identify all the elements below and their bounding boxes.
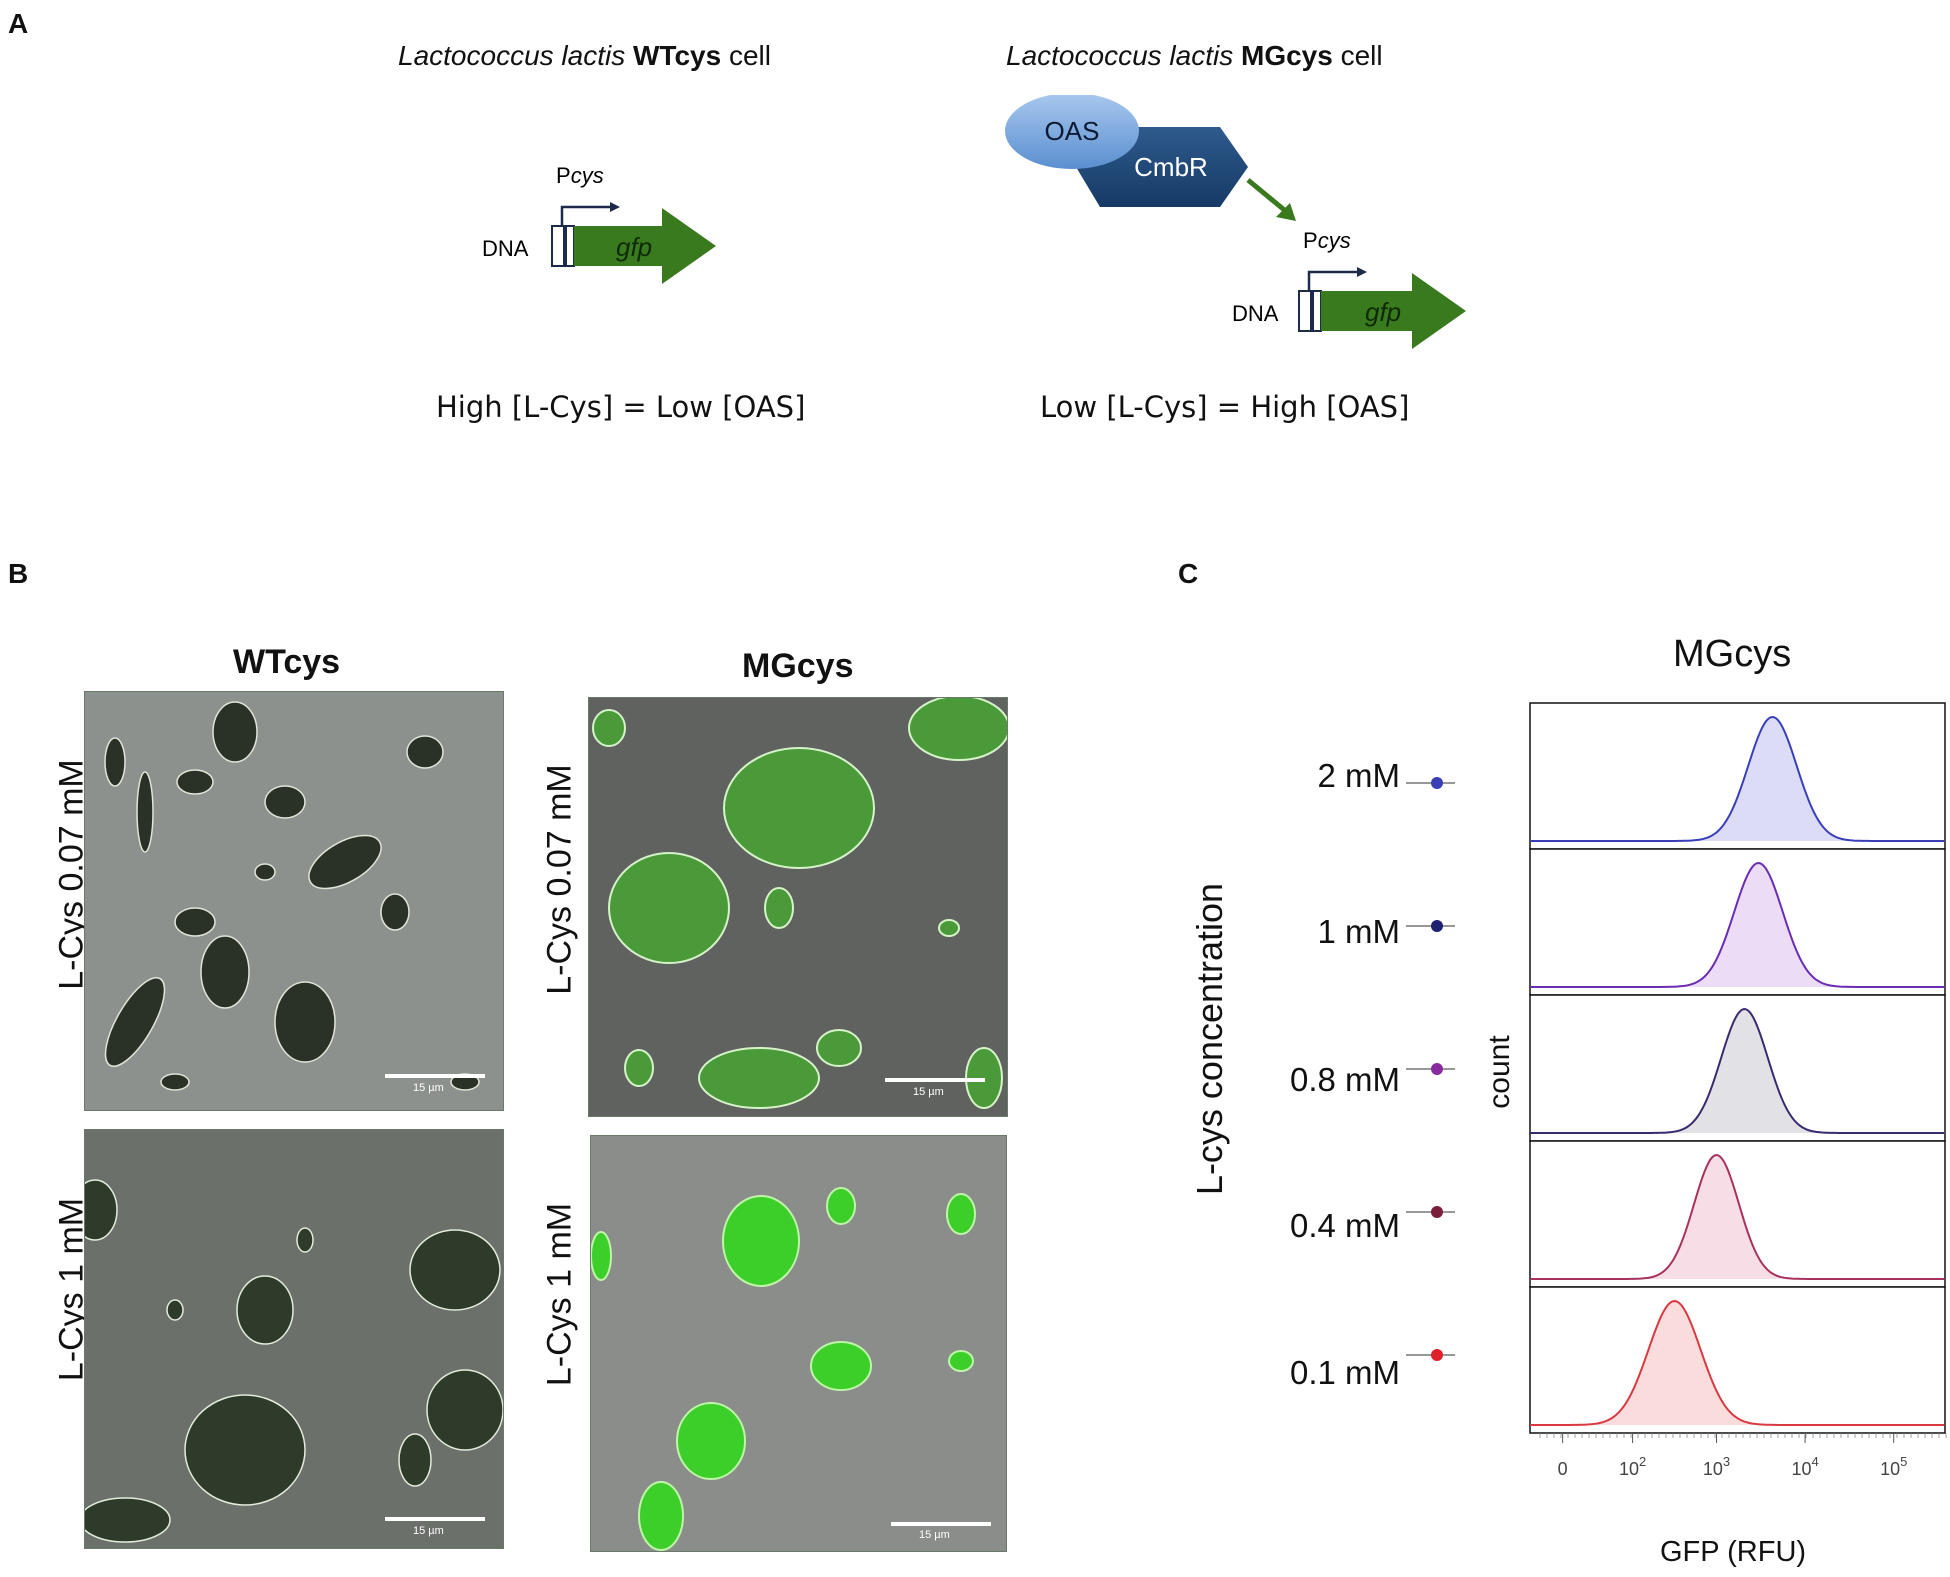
conc-row-3: 0.4 mM bbox=[1240, 1207, 1400, 1245]
activation-arrowhead bbox=[1276, 203, 1296, 221]
histogram-line-3 bbox=[1530, 1153, 1944, 1280]
micrograph-wt-low: 15 µm bbox=[84, 691, 504, 1111]
x-tick-label-0: 0 bbox=[1558, 1459, 1568, 1479]
wt-cell-title: Lactococcus lactis WTcys cell bbox=[398, 40, 771, 72]
conc-row-1: 1 mM bbox=[1240, 913, 1401, 951]
micrograph-mg-high: 15 µm bbox=[590, 1135, 1007, 1552]
conc-label-3: 0.4 mM bbox=[1289, 1207, 1400, 1244]
wt-dna-box-2 bbox=[565, 225, 575, 267]
mg-cell-title: Lactococcus lactis MGcys cell bbox=[1006, 40, 1383, 72]
histogram-fill-2 bbox=[1530, 1009, 1945, 1133]
legend-dot-2 bbox=[1431, 1063, 1443, 1075]
x-tick-label-2: 103 bbox=[1703, 1454, 1730, 1479]
micrograph-wt-low-cells bbox=[104, 701, 480, 1091]
scale-bar-label: 15 µm bbox=[919, 1529, 950, 1541]
histogram-line-0 bbox=[1530, 715, 1944, 842]
scale-bar-label: 15 µm bbox=[913, 1086, 944, 1098]
micrograph-mg-high-cells bbox=[591, 1187, 976, 1551]
conc-label-0: 2 mM bbox=[1317, 757, 1401, 794]
mg-dna-box bbox=[1298, 290, 1312, 332]
histogram-chart: 0 102 103 104 105 bbox=[1406, 702, 1947, 1479]
mg-gfp-arrow bbox=[1321, 273, 1466, 349]
micrograph-mg-low: 15 µm bbox=[588, 697, 1008, 1117]
oas-molecule bbox=[1005, 95, 1139, 169]
histogram-line-4 bbox=[1530, 1299, 1944, 1426]
scale-bar-label: 15 µm bbox=[413, 1082, 444, 1094]
mg-equation: Low [L-Cys] = High [OAS] bbox=[1040, 390, 1410, 424]
x-tick-label-1: 102 bbox=[1619, 1454, 1646, 1479]
activation-arrow bbox=[1246, 178, 1290, 215]
mg-dna-box-2 bbox=[1312, 290, 1322, 332]
conc-row-0: 2 mM bbox=[1240, 757, 1401, 795]
conc-label-4: 0.1 mM bbox=[1289, 1354, 1400, 1391]
wt-gene-construct: Pcys DNA gfp bbox=[482, 163, 716, 284]
y-axis-label: L-cys concentration bbox=[1189, 882, 1230, 1196]
x-axis-label: GFP (RFU) bbox=[1660, 1536, 1807, 1568]
histogram-fill-0 bbox=[1530, 717, 1945, 841]
scale-bar-label: 15 µm bbox=[413, 1525, 444, 1537]
wt-strain: WTcys bbox=[633, 40, 722, 71]
wt-species: Lactococcus lactis bbox=[398, 40, 626, 71]
col-head-mgcys: MGcys bbox=[742, 647, 854, 685]
legend-dot-3 bbox=[1431, 1206, 1443, 1218]
legend-dot-0 bbox=[1431, 777, 1443, 789]
panel-label-b: B bbox=[8, 558, 29, 589]
histogram-fill-4 bbox=[1530, 1301, 1945, 1425]
histogram-line-2 bbox=[1530, 1007, 1944, 1134]
conc-label-1: 1 mM bbox=[1317, 913, 1401, 950]
wt-gfp-label: gfp bbox=[616, 232, 652, 262]
micrograph-wt-high: 15 µm bbox=[84, 1129, 504, 1549]
mg-promoter-label: Pcys bbox=[1303, 228, 1351, 253]
legend-dot-1 bbox=[1431, 920, 1443, 932]
wt-equation: High [L-Cys] = Low [OAS] bbox=[436, 390, 806, 424]
panel-label-a: A bbox=[8, 8, 29, 39]
scale-bar bbox=[385, 1074, 485, 1078]
wt-promoter-label: Pcys bbox=[556, 163, 604, 188]
row-label-mg-1: L-Cys 1 mM bbox=[540, 1202, 579, 1387]
x-tick-label-3: 104 bbox=[1791, 1454, 1818, 1479]
mg-gfp-label: gfp bbox=[1365, 297, 1401, 327]
scale-bar bbox=[891, 1522, 991, 1526]
wt-suffix: cell bbox=[728, 40, 771, 71]
micrograph-wt-high-cells bbox=[85, 1179, 503, 1543]
histogram-fill-3 bbox=[1530, 1155, 1945, 1279]
micrograph-mg-low-cells bbox=[592, 698, 1007, 1109]
wt-promoter-arrowhead bbox=[610, 202, 620, 212]
mg-promoter-arrowhead bbox=[1357, 267, 1367, 277]
wt-dna-label: DNA bbox=[482, 236, 529, 261]
histogram-panel-4 bbox=[1529, 1286, 1946, 1434]
histogram-line-1 bbox=[1530, 861, 1944, 988]
scale-bar bbox=[385, 1517, 485, 1521]
chart-title: MGcys bbox=[1673, 633, 1792, 675]
wt-dna-box bbox=[551, 225, 565, 267]
mg-regulation-diagram: OAS CmbR Pcys DNA gfp bbox=[1005, 95, 1466, 349]
row-label-mg-007: L-Cys 0.07 mM bbox=[540, 764, 579, 995]
x-tick-label-4: 105 bbox=[1880, 1454, 1907, 1479]
oas-label: OAS bbox=[1045, 116, 1100, 146]
mg-dna-label: DNA bbox=[1232, 301, 1279, 326]
mg-suffix: cell bbox=[1340, 40, 1383, 71]
mg-strain: MGcys bbox=[1241, 40, 1333, 71]
conc-label-2: 0.8 mM bbox=[1289, 1061, 1400, 1098]
conc-row-2: 0.8 mM bbox=[1240, 1061, 1400, 1099]
conc-row-4: 0.1 mM bbox=[1240, 1354, 1400, 1392]
col-head-wtcys: WTcys bbox=[233, 643, 341, 681]
legend-dot-4 bbox=[1431, 1349, 1443, 1361]
scale-bar bbox=[885, 1078, 985, 1082]
mg-species: Lactococcus lactis bbox=[1006, 40, 1234, 71]
histogram-fill-1 bbox=[1530, 863, 1945, 987]
panel-label-c: C bbox=[1178, 558, 1199, 589]
wt-gfp-arrow bbox=[574, 208, 716, 284]
cmbr-label: CmbR bbox=[1134, 152, 1208, 182]
